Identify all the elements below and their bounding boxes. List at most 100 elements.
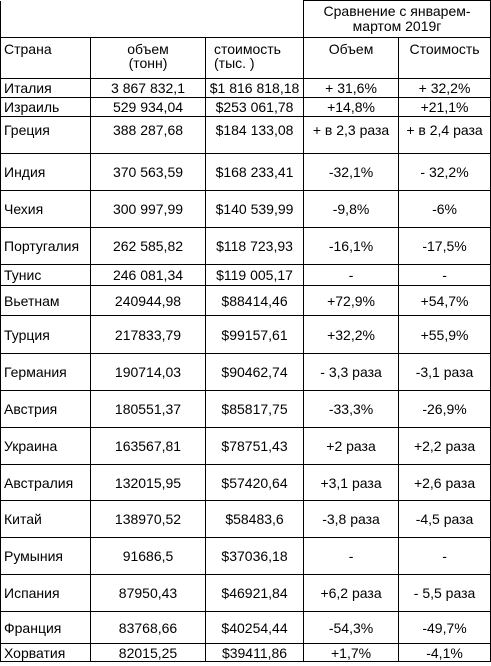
value-cell: $140 539,99: [204, 190, 305, 228]
value-cell: $253 061,78: [204, 97, 305, 117]
value-cell: $119 005,17: [204, 264, 305, 286]
country-cell: Чехия: [0, 190, 91, 228]
country-cell: Турция: [0, 315, 91, 354]
volume-change-cell: + 31,6%: [303, 78, 400, 98]
country-cell: Хорватия: [0, 643, 91, 662]
table-row: Тунис 246 081,34 $119 005,17- -: [0, 264, 491, 286]
country-cell: Франция: [0, 611, 91, 644]
volume-change-cell: +3,1 раза: [303, 464, 400, 501]
volume-change-cell: + в 2,3 раза: [303, 116, 400, 154]
value-column-unit: (тыс. ): [214, 55, 255, 71]
table-row: Греция 388 287,68 $184 133,08 + в 2,3 раза +…: [0, 116, 491, 154]
value-change-cell: +21,1%: [398, 97, 491, 117]
volume-cell: 388 287,68: [90, 116, 206, 154]
country-cell: Тунис: [0, 264, 91, 286]
value-cell: $57420,64: [204, 464, 305, 501]
country-cell: Австрия: [0, 390, 91, 428]
value-change-cell: - 32,2%: [398, 153, 491, 191]
table-row: Испания 87950,43 $46921,84 +6,2 раза - 5,5 р…: [0, 574, 491, 612]
volume-change-cell: +72,9%: [303, 285, 400, 316]
volume-change-column-header: Объем: [303, 37, 400, 79]
volume-cell: 83768,66: [90, 611, 206, 644]
volume-cell: 262 585,82: [90, 227, 206, 265]
table-row: Украина 163567,81 $78751,43 +2 раза +2,2 раз…: [0, 427, 491, 465]
volume-column-header: объем (тонн): [90, 37, 206, 79]
volume-change-cell: -3,8 раза: [303, 500, 400, 538]
value-cell: $40254,44: [204, 611, 305, 644]
value-change-cell: -6%: [398, 190, 491, 228]
volume-cell: 91686,5: [90, 537, 206, 575]
value-change-cell: -: [398, 264, 491, 286]
value-change-cell: + 32,2%: [398, 78, 491, 98]
value-cell: $39411,86: [204, 643, 305, 662]
volume-cell: 246 081,34: [90, 264, 206, 286]
blank-header-cell: [0, 0, 305, 38]
volume-cell: 240944,98: [90, 285, 206, 316]
value-cell: $85817,75: [204, 390, 305, 428]
volume-cell: 163567,81: [90, 427, 206, 465]
table-body: Италия 3 867 832,1 $1 816 818,18 + 31,6% + 3…: [0, 78, 491, 662]
table-row: Австрия 180551,37 $85817,75 -33,3% -26,9%: [0, 390, 491, 428]
value-change-cell: +2,6 раза: [398, 464, 491, 501]
table-row: Италия 3 867 832,1 $1 816 818,18 + 31,6% + 3…: [0, 78, 491, 98]
value-column-label: стоимость: [214, 41, 281, 57]
value-change-column-header: Стоимость: [398, 37, 491, 79]
table-row: Чехия 300 997,99 $140 539,99 -9,8% -6%: [0, 190, 491, 228]
country-cell: Индия: [0, 153, 91, 191]
value-column-header: стоимость (тыс. ): [204, 37, 305, 79]
value-change-cell: -49,7%: [398, 611, 491, 644]
volume-change-cell: -: [303, 264, 400, 286]
value-change-cell: +54,7%: [398, 285, 491, 316]
country-cell: Австралия: [0, 464, 91, 501]
volume-change-cell: -: [303, 537, 400, 575]
value-cell: $184 133,08: [204, 116, 305, 154]
country-column-header: Страна: [0, 37, 91, 79]
table-row: Румыния 91686,5 $37036,18- -: [0, 537, 491, 575]
value-cell: $90462,74: [204, 353, 305, 391]
country-cell: Китай: [0, 500, 91, 538]
volume-change-cell: +1,7%: [303, 643, 400, 662]
header-row-columns: Страна объем (тонн) стоимость (тыс. ) Об…: [0, 37, 491, 79]
value-cell: $58483,6: [204, 500, 305, 538]
table-row: Австралия 132015,95 $57420,64 +3,1 раза +2,6…: [0, 464, 491, 501]
comparison-header: Сравнение с январем-мартом 2019г: [303, 0, 491, 38]
table-row: Израиль 529 934,04 $253 061,78 +14,8% +21,1%: [0, 97, 491, 117]
volume-cell: 217833,79: [90, 315, 206, 354]
volume-change-cell: +6,2 раза: [303, 574, 400, 612]
value-change-cell: - 5,5 раза: [398, 574, 491, 612]
table-row: Турция 217833,79 $99157,61 +32,2% +55,9%: [0, 315, 491, 354]
value-change-cell: -3,1 раза: [398, 353, 491, 391]
country-cell: Украина: [0, 427, 91, 465]
value-change-cell: +55,9%: [398, 315, 491, 354]
value-change-cell: +2,2 раза: [398, 427, 491, 465]
country-cell: Испания: [0, 574, 91, 612]
value-cell: $37036,18: [204, 537, 305, 575]
volume-cell: 190714,03: [90, 353, 206, 391]
comparison-header-label: Сравнение с январем-мартом 2019г: [323, 3, 471, 34]
value-change-cell: -4,1%: [398, 643, 491, 662]
country-cell: Израиль: [0, 97, 91, 117]
volume-change-cell: - 3,3 раза: [303, 353, 400, 391]
country-cell: Италия: [0, 78, 91, 98]
country-cell: Португалия: [0, 227, 91, 265]
value-change-cell: + в 2,4 раза: [398, 116, 491, 154]
value-cell: $1 816 818,18: [204, 78, 305, 98]
table-row: Вьетнам 240944,98 $88414,46 +72,9% +54,7%: [0, 285, 491, 316]
value-cell: $46921,84: [204, 574, 305, 612]
value-cell: $118 723,93: [204, 227, 305, 265]
table-row: Франция 83768,66 $40254,44 -54,3% -49,7%: [0, 611, 491, 644]
table-row: Хорватия 82015,25 $39411,86 +1,7% -4,1%: [0, 643, 491, 662]
volume-cell: 3 867 832,1: [90, 78, 206, 98]
value-change-cell: -17,5%: [398, 227, 491, 265]
volume-change-cell: +2 раза: [303, 427, 400, 465]
table-row: Германия 190714,03 $90462,74- 3,3 раза -3,1…: [0, 353, 491, 391]
header-row-comparison: Сравнение с январем-мартом 2019г: [0, 0, 491, 38]
volume-cell: 370 563,59: [90, 153, 206, 191]
table-row: Китай 138970,52 $58483,6 -3,8 раза -4,5 раза: [0, 500, 491, 538]
value-cell: $88414,46: [204, 285, 305, 316]
table-row: Португалия 262 585,82 $118 723,93 -16,1% -17…: [0, 227, 491, 265]
volume-cell: 180551,37: [90, 390, 206, 428]
value-change-cell: -: [398, 537, 491, 575]
table-row: Индия 370 563,59 $168 233,41 -32,1% - 32,2%: [0, 153, 491, 191]
value-change-cell: -26,9%: [398, 390, 491, 428]
